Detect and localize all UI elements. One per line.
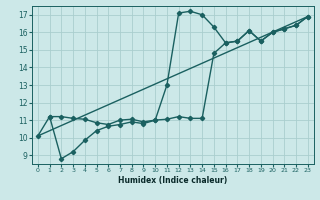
X-axis label: Humidex (Indice chaleur): Humidex (Indice chaleur)	[118, 176, 228, 185]
